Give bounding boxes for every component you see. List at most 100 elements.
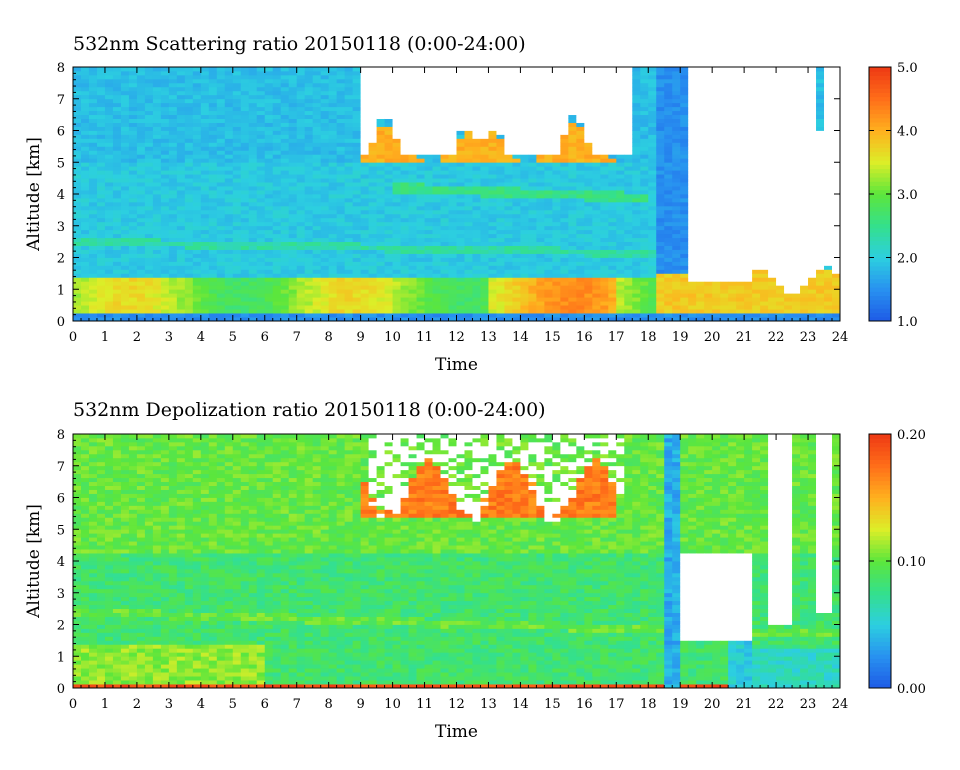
heatmap-cell [520,253,529,258]
heatmap-cell [88,178,98,183]
heatmap-cell [192,237,202,243]
heatmap-cell [488,70,497,76]
heatmap-cell [688,114,697,119]
heatmap-cell [232,273,242,278]
heatmap-cell [592,74,601,80]
heatmap-cell [640,281,649,286]
heatmap-cell [408,106,417,112]
heatmap-cell [464,186,473,191]
heatmap-cell [304,118,314,123]
heatmap-cell [416,98,425,104]
heatmap-cell [392,154,401,159]
heatmap-cell [464,154,473,159]
heatmap-cell [264,273,274,278]
heatmap-cell [560,74,569,80]
heatmap-cell [600,293,609,298]
heatmap-cell [272,122,282,127]
heatmap-cell [288,233,298,239]
heatmap-cell [248,237,258,243]
heatmap-cell [288,154,298,159]
heatmap-cell [272,229,282,235]
heatmap-cell [464,245,473,250]
heatmap-cell [688,182,697,187]
heatmap-cell [424,197,433,203]
heatmap-cell [432,297,441,302]
heatmap-cell [208,317,218,322]
heatmap-cell [520,114,529,119]
heatmap-cell [504,86,513,92]
heatmap-cell [512,221,521,227]
heatmap-cell [176,293,186,298]
heatmap-cell [73,86,82,92]
heatmap-cell [304,309,314,314]
heatmap-cell [688,221,697,227]
heatmap-cell [584,265,593,270]
heatmap-cell [600,305,609,310]
heatmap-cell [320,82,330,88]
heatmap-cell [328,110,338,116]
heatmap-cell [192,86,202,92]
heatmap-cell [640,241,649,246]
heatmap-cell [224,102,234,108]
heatmap-cell [216,166,226,171]
heatmap-cell [264,213,274,219]
heatmap-cell [88,253,98,258]
heatmap-cell [200,277,210,282]
heatmap-cell [160,277,170,282]
heatmap-cell [312,102,322,108]
heatmap-cell [648,241,657,246]
heatmap-cell [176,201,186,207]
heatmap-cell [568,305,577,310]
heatmap-cell [144,98,154,104]
heatmap-cell [392,225,401,231]
heatmap-cell [592,98,601,104]
heatmap-cell [520,213,529,219]
heatmap-cell [128,269,138,274]
heatmap-cell [136,134,146,139]
heatmap-cell [648,194,657,199]
heatmap-cell [240,182,250,187]
heatmap-cell [280,78,290,84]
heatmap-cell [544,150,553,155]
heatmap-cell [96,269,106,274]
heatmap-cell [576,158,585,163]
heatmap-cell [128,190,138,195]
heatmap-cell [656,78,665,84]
heatmap-cell [600,114,609,119]
heatmap-cell [472,221,481,227]
heatmap-cell [656,134,665,139]
heatmap-cell [160,261,170,266]
heatmap-cell [312,122,322,127]
heatmap-cell [504,122,513,127]
heatmap-cell [656,253,665,258]
heatmap-cell [408,86,417,92]
heatmap-cell [656,154,665,159]
heatmap-cell [360,293,370,298]
heatmap-cell [240,305,250,310]
heatmap-cell [264,130,274,135]
heatmap-cell [256,86,266,92]
heatmap-cell [296,289,306,294]
heatmap-cell [664,273,673,278]
heatmap-cell [496,118,505,123]
heatmap-cell [672,249,681,254]
heatmap-cell [616,150,625,155]
heatmap-cell [576,74,585,80]
heatmap-cell [192,90,202,96]
heatmap-cell [392,182,401,187]
heatmap-cell [232,138,242,143]
heatmap-cell [504,186,513,191]
heatmap-cell [73,221,82,227]
heatmap-cell [576,86,585,92]
heatmap-cell [248,194,258,199]
heatmap-cell [528,209,537,215]
heatmap-cell [576,90,585,96]
heatmap-cell [120,130,130,135]
heatmap-cell [296,178,306,183]
heatmap-cell [144,186,154,191]
heatmap-cell [520,289,529,294]
heatmap-cell [472,178,481,183]
heatmap-cell [344,162,354,167]
heatmap-cell [176,158,186,163]
heatmap-cell [528,261,537,266]
